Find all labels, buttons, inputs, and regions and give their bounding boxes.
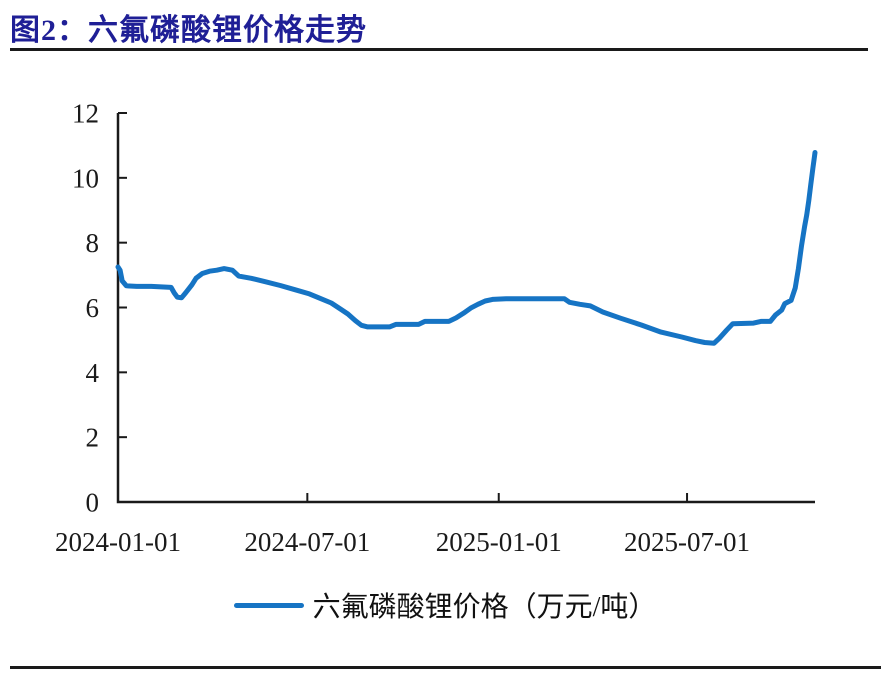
x-axis-tick-label: 2025-01-01 [436, 527, 562, 557]
legend-label: 六氟磷酸锂价格（万元/吨） [312, 592, 657, 623]
x-axis-tick-label: 2025-07-01 [624, 527, 750, 557]
axis-spine [116, 113, 815, 504]
y-axis-tick-label: 8 [86, 228, 100, 258]
y-axis-tick-label: 6 [86, 293, 100, 323]
price-line [115, 150, 818, 346]
y-axis-tick-label: 2 [86, 423, 100, 453]
title-underline-rule [10, 48, 868, 51]
y-axis-tick-label: 10 [72, 163, 99, 193]
y-axis-tick-label: 12 [72, 98, 99, 128]
legend-line-swatch [233, 602, 304, 608]
footer-rule [10, 666, 881, 669]
price-line-chart: 0 2 4 6 8 10 12 2024-01-01 2024-07-01 2025-01-01 2… [55, 98, 818, 557]
figure-title: 图2：六氟磷酸锂价格走势 [10, 14, 367, 47]
x-axis-tick-label: 2024-01-01 [55, 527, 181, 557]
y-axis-tick-label: 0 [86, 487, 100, 517]
y-axis-tick-label: 4 [86, 358, 100, 388]
chart-legend: 六氟磷酸锂价格（万元/吨） [0, 589, 890, 623]
x-axis-tick-label: 2024-07-01 [244, 527, 370, 557]
